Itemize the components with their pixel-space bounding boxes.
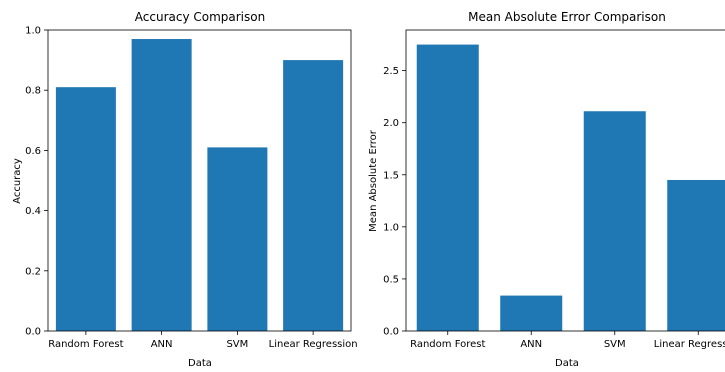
x-axis-label: Data xyxy=(555,358,579,369)
x-axis-label: Data xyxy=(188,358,212,369)
y-tick-label: 0.0 xyxy=(25,327,41,338)
plot-frame xyxy=(405,29,725,332)
y-ticks: 0.0 0.5 1.0 1.5 2.0 2.5 xyxy=(383,66,406,338)
x-ticks: Random Forest ANN SVM Linear Regression xyxy=(410,331,725,350)
x-ticks: Random Forest ANN SVM Linear Regression xyxy=(48,331,358,350)
bar-random-forest xyxy=(416,44,479,331)
bar-random-forest xyxy=(55,87,116,331)
y-tick-label: 2.0 xyxy=(383,118,399,129)
y-tick-label: 0.6 xyxy=(25,146,41,157)
y-axis-label: Accuracy xyxy=(12,158,23,204)
bar-svm xyxy=(207,147,268,331)
bars xyxy=(55,39,344,331)
x-tick-label: ANN xyxy=(520,339,542,350)
chart-title: Accuracy Comparison xyxy=(135,10,265,24)
mae-chart: Mean Absolute Error Comparison Data Mean… xyxy=(368,10,725,369)
bars xyxy=(416,44,725,332)
x-tick-label: SVM xyxy=(604,339,626,350)
bar-svm xyxy=(583,111,646,332)
y-tick-label: 0.8 xyxy=(25,86,41,97)
y-tick-label: 2.5 xyxy=(383,66,399,77)
y-tick-label: 0.2 xyxy=(25,266,41,277)
y-tick-label: 0.0 xyxy=(383,327,399,338)
y-tick-label: 1.0 xyxy=(383,222,399,233)
x-tick-label: Linear Regression xyxy=(269,339,358,350)
y-tick-label: 1.0 xyxy=(25,26,41,37)
plot-frame xyxy=(47,29,352,332)
x-tick-label: ANN xyxy=(151,339,173,350)
bar-linear-regression xyxy=(283,60,344,331)
x-tick-label: Random Forest xyxy=(48,339,123,350)
x-tick-label: SVM xyxy=(226,339,248,350)
x-tick-label: Random Forest xyxy=(410,339,485,350)
y-tick-label: 1.5 xyxy=(383,170,399,181)
bar-ann xyxy=(131,39,192,331)
bar-ann xyxy=(500,295,563,331)
chart-title: Mean Absolute Error Comparison xyxy=(468,10,666,24)
accuracy-chart: Accuracy Comparison Data Accuracy 0.0 0.2… xyxy=(12,10,358,369)
y-tick-label: 0.4 xyxy=(25,206,41,217)
x-tick-label: Linear Regression xyxy=(654,339,725,350)
y-axis-label: Mean Absolute Error xyxy=(368,129,379,232)
y-tick-label: 0.5 xyxy=(383,274,399,285)
bar-linear-regression xyxy=(667,179,725,331)
y-ticks: 0.0 0.2 0.4 0.6 0.8 1.0 xyxy=(25,26,48,338)
